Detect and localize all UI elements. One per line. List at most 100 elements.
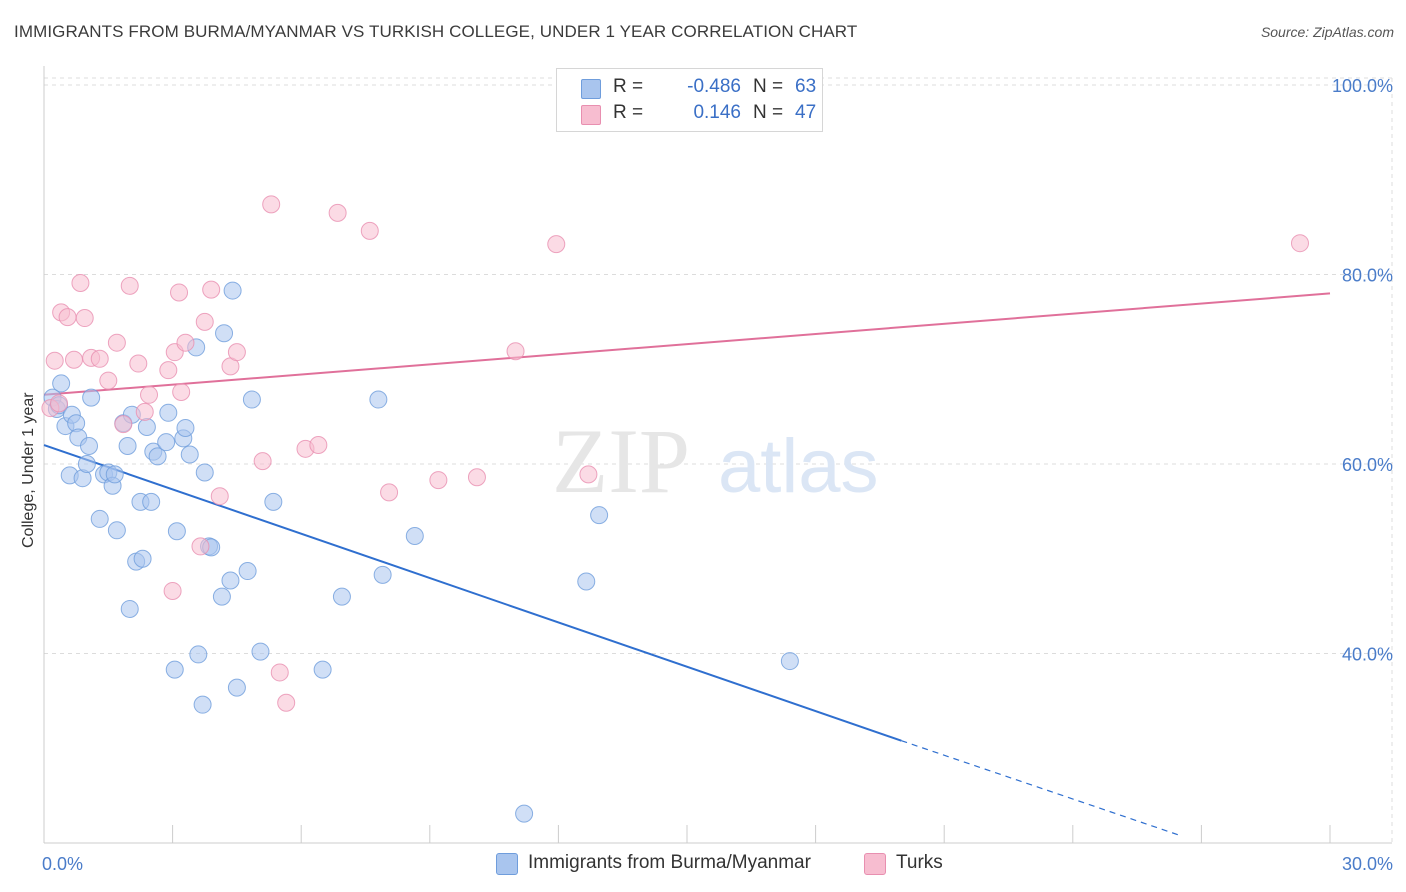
point-turks bbox=[467, 468, 486, 487]
point-turks bbox=[107, 333, 126, 352]
point-turks bbox=[506, 342, 525, 361]
point-turks bbox=[210, 487, 229, 506]
stats-legend: R = -0.486 N = 63 R = 0.146 N = 47 bbox=[556, 68, 823, 132]
point-burma bbox=[193, 695, 212, 714]
legend-swatch-blue bbox=[496, 853, 518, 875]
point-turks bbox=[58, 308, 77, 327]
legend-r-label: R = bbox=[613, 76, 644, 97]
point-burma bbox=[223, 281, 242, 300]
x-tick-label: 30.0% bbox=[1342, 854, 1393, 874]
point-burma bbox=[264, 492, 283, 511]
point-turks bbox=[172, 382, 191, 401]
point-turks bbox=[227, 343, 246, 362]
data-points bbox=[41, 75, 1309, 823]
point-burma bbox=[133, 549, 152, 568]
point-burma bbox=[142, 492, 161, 511]
trend-line-turks bbox=[43, 292, 1331, 396]
x-tick-label: 0.0% bbox=[42, 854, 83, 874]
point-turks bbox=[71, 273, 90, 292]
point-turks bbox=[45, 351, 64, 370]
point-turks bbox=[176, 333, 195, 352]
legend-swatch-pink bbox=[864, 853, 886, 875]
point-burma bbox=[195, 463, 214, 482]
point-burma bbox=[90, 509, 109, 528]
point-turks bbox=[140, 385, 159, 404]
legend-r-value: -0.486 bbox=[687, 76, 741, 97]
tick-labels: 40.0% 60.0% 80.0% 100.0% 0.0% 30.0% bbox=[42, 76, 1393, 874]
point-burma bbox=[780, 652, 799, 671]
point-burma bbox=[120, 599, 139, 618]
point-burma bbox=[577, 572, 596, 591]
legend-label-turks: Turks bbox=[896, 852, 943, 873]
point-burma bbox=[167, 522, 186, 541]
point-turks bbox=[270, 663, 289, 682]
point-turks bbox=[277, 693, 296, 712]
point-burma bbox=[238, 562, 257, 581]
trend-lines bbox=[43, 292, 1331, 836]
legend-n-value: 47 bbox=[795, 102, 817, 123]
point-turks bbox=[90, 349, 109, 368]
point-turks bbox=[170, 283, 189, 302]
point-burma bbox=[105, 465, 124, 484]
point-turks bbox=[579, 465, 598, 484]
point-burma bbox=[157, 433, 176, 452]
legend-r-label: R = bbox=[613, 102, 644, 123]
point-burma bbox=[332, 587, 351, 606]
point-turks bbox=[202, 280, 221, 299]
trend-line-burma bbox=[43, 444, 902, 742]
point-turks bbox=[120, 276, 139, 295]
point-turks bbox=[65, 350, 84, 369]
legend-label-burma: Immigrants from Burma/Myanmar bbox=[528, 852, 811, 873]
point-turks bbox=[163, 581, 182, 600]
point-burma bbox=[180, 445, 199, 464]
point-burma bbox=[221, 571, 240, 590]
point-turks bbox=[309, 436, 328, 455]
point-burma bbox=[373, 565, 392, 584]
watermark-zip: ZIP bbox=[552, 410, 690, 512]
point-turks bbox=[159, 361, 178, 380]
point-turks bbox=[429, 471, 448, 490]
point-turks bbox=[135, 402, 154, 421]
point-turks bbox=[75, 309, 94, 328]
trend-line-burma-extension bbox=[901, 740, 1181, 836]
point-burma bbox=[159, 403, 178, 422]
point-burma bbox=[52, 374, 71, 393]
point-burma bbox=[82, 388, 101, 407]
point-burma bbox=[148, 447, 167, 466]
point-burma bbox=[227, 678, 246, 697]
point-turks bbox=[129, 354, 148, 373]
point-burma bbox=[369, 390, 388, 409]
point-burma bbox=[107, 521, 126, 540]
legend-swatch-blue bbox=[581, 79, 601, 99]
watermark-atlas: atlas bbox=[718, 424, 879, 509]
point-turks bbox=[191, 537, 210, 556]
point-burma bbox=[165, 660, 184, 679]
source-label: Source: ZipAtlas.com bbox=[1260, 24, 1394, 40]
point-burma bbox=[212, 587, 231, 606]
point-burma bbox=[405, 526, 424, 545]
point-turks bbox=[253, 452, 272, 471]
point-burma bbox=[176, 418, 195, 437]
y-tick-label: 40.0% bbox=[1342, 644, 1393, 664]
point-burma bbox=[215, 324, 234, 343]
point-burma bbox=[242, 390, 261, 409]
legend-n-label: N = bbox=[753, 102, 784, 123]
point-burma bbox=[80, 436, 99, 455]
legend-n-value: 63 bbox=[795, 76, 817, 97]
point-turks bbox=[328, 203, 347, 222]
point-burma bbox=[137, 418, 156, 437]
axes bbox=[43, 66, 1392, 844]
point-turks bbox=[114, 415, 133, 434]
legend-n-label: N = bbox=[753, 76, 784, 97]
point-turks bbox=[99, 371, 118, 390]
point-burma bbox=[515, 804, 534, 823]
point-turks bbox=[380, 483, 399, 502]
point-burma bbox=[189, 645, 208, 664]
y-axis-label: College, Under 1 year bbox=[20, 392, 37, 548]
point-turks bbox=[262, 195, 281, 214]
y-tick-label: 60.0% bbox=[1342, 455, 1393, 475]
point-turks bbox=[1290, 234, 1309, 253]
y-tick-label: 100.0% bbox=[1332, 76, 1393, 96]
point-burma bbox=[251, 642, 270, 661]
